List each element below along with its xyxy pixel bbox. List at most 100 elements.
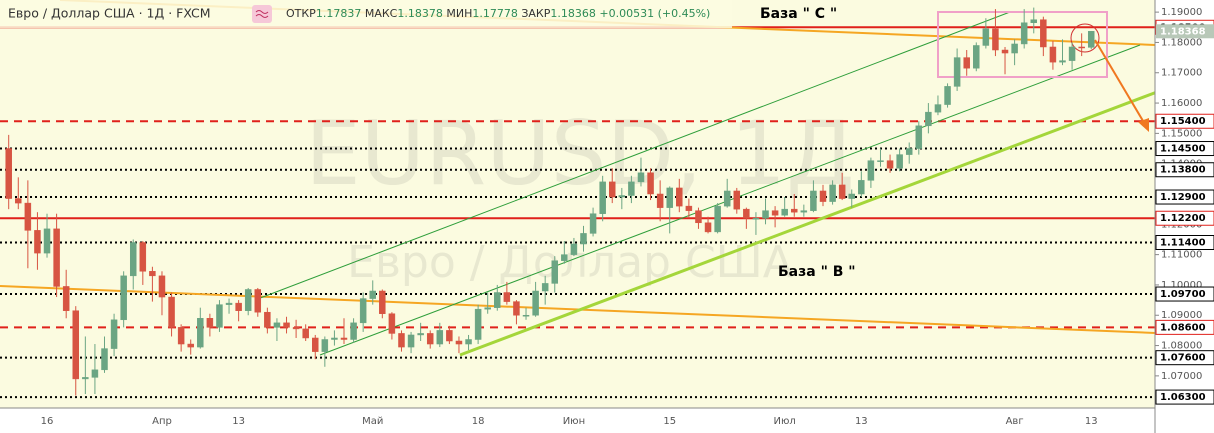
y-tick-label: 1.15000 — [1161, 128, 1202, 139]
candle-body — [532, 290, 539, 316]
x-tick-label: Май — [362, 416, 383, 427]
candle-body — [608, 181, 616, 198]
candle-body — [963, 57, 970, 69]
level-label-box — [1155, 350, 1214, 366]
candle-body — [474, 308, 482, 340]
candle-body — [676, 187, 683, 207]
candle-body — [120, 275, 127, 321]
candle-body — [34, 230, 41, 254]
candle-body — [752, 217, 760, 220]
candle-body — [762, 210, 769, 219]
level-label: 1.12900 — [1160, 192, 1206, 203]
x-tick-label: Апр — [152, 416, 172, 427]
candle-body — [915, 125, 923, 149]
candle-body — [628, 181, 635, 196]
candle-body — [637, 172, 645, 183]
candle-body — [254, 289, 262, 313]
candle-body — [139, 242, 147, 272]
level-label: 1.07600 — [1160, 353, 1206, 364]
x-tick-label: 13 — [232, 416, 245, 427]
candle-body — [110, 319, 118, 349]
candle-body — [1030, 19, 1038, 23]
x-axis-background — [0, 408, 1155, 433]
level-label-box — [1155, 162, 1214, 178]
level-label-box — [1155, 189, 1214, 205]
candle-body — [484, 307, 491, 310]
level-label: 1.15400 — [1160, 116, 1206, 127]
candle-body — [704, 222, 712, 233]
candle-body — [848, 193, 855, 199]
candle-body — [82, 377, 89, 380]
candle-body — [312, 337, 319, 352]
y-tick-label: 1.08000 — [1161, 341, 1202, 352]
candle-body — [177, 327, 185, 345]
x-tick-label: 16 — [41, 416, 54, 427]
candle-body — [934, 104, 942, 113]
candle-body — [53, 228, 60, 287]
candle-body — [771, 210, 779, 216]
candle-body — [91, 369, 99, 378]
candle-body — [618, 195, 626, 198]
candle-body — [867, 160, 875, 181]
level-label-box — [1155, 286, 1214, 302]
icon — [252, 5, 272, 23]
ohlc-value: 1.18368 — [550, 7, 596, 20]
candle-body — [896, 154, 903, 169]
candle-body — [513, 301, 520, 316]
highlight-box — [937, 11, 1108, 78]
chart-title: Евро / Доллар США · 1Д · FXCM — [8, 6, 211, 21]
candle-body — [685, 205, 693, 211]
y-tick-label: 1.11000 — [1161, 250, 1202, 261]
level-label: 1.06300 — [1160, 392, 1206, 403]
ohlc-value: 1.18378 — [397, 7, 443, 20]
candle-body — [580, 233, 587, 245]
level-label-box — [1155, 319, 1214, 335]
candle-body — [1068, 46, 1076, 61]
candle-body — [149, 271, 156, 277]
candle-body — [1001, 49, 1009, 54]
candle-body — [714, 205, 721, 233]
candle-body — [503, 292, 511, 302]
candle-body — [905, 148, 913, 155]
candle-body — [858, 180, 865, 195]
candle-body — [15, 198, 22, 204]
x-tick-label: 13 — [855, 416, 868, 427]
y-tick-label: 1.16000 — [1161, 98, 1202, 109]
x-tick-label: Авг — [1006, 416, 1024, 427]
channel-line — [254, 11, 1011, 301]
watermark-name: Евро / Доллар США — [347, 237, 793, 288]
candle-body — [244, 289, 252, 311]
candle-body — [551, 260, 559, 284]
last-price-label: 1.18368 — [1160, 26, 1206, 37]
candle-body — [235, 302, 242, 311]
candle-body — [273, 322, 281, 328]
candle-body — [886, 160, 894, 169]
candle-body — [379, 290, 386, 314]
y-tick-label: 1.19000 — [1161, 7, 1202, 18]
level-label: 1.08600 — [1160, 322, 1206, 333]
level-label-box — [1155, 141, 1214, 157]
support-line — [459, 90, 1158, 357]
candle-body — [101, 348, 108, 371]
y-tick-label: 1.17000 — [1161, 68, 1202, 79]
candle-body — [158, 275, 166, 298]
ohlc-label: ЗАКР — [521, 7, 550, 20]
candle-body — [264, 311, 271, 328]
y-tick-label: 1.10000 — [1161, 280, 1202, 291]
x-tick-label: 18 — [472, 416, 485, 427]
candle-body — [1059, 60, 1066, 63]
candle-body — [570, 243, 578, 255]
arrow — [1094, 39, 1147, 127]
candle-body — [829, 184, 836, 202]
candle-body — [522, 314, 530, 317]
candle-body — [350, 322, 357, 340]
candle-body — [129, 242, 137, 277]
candle-body — [541, 283, 549, 292]
level-label-box — [1155, 389, 1214, 405]
ohlc-label: МАКС — [365, 7, 398, 20]
candles — [5, 7, 1095, 396]
candle-body — [426, 333, 434, 345]
candle-body — [1040, 19, 1047, 48]
ohlc-label: ОТКР — [286, 7, 316, 20]
